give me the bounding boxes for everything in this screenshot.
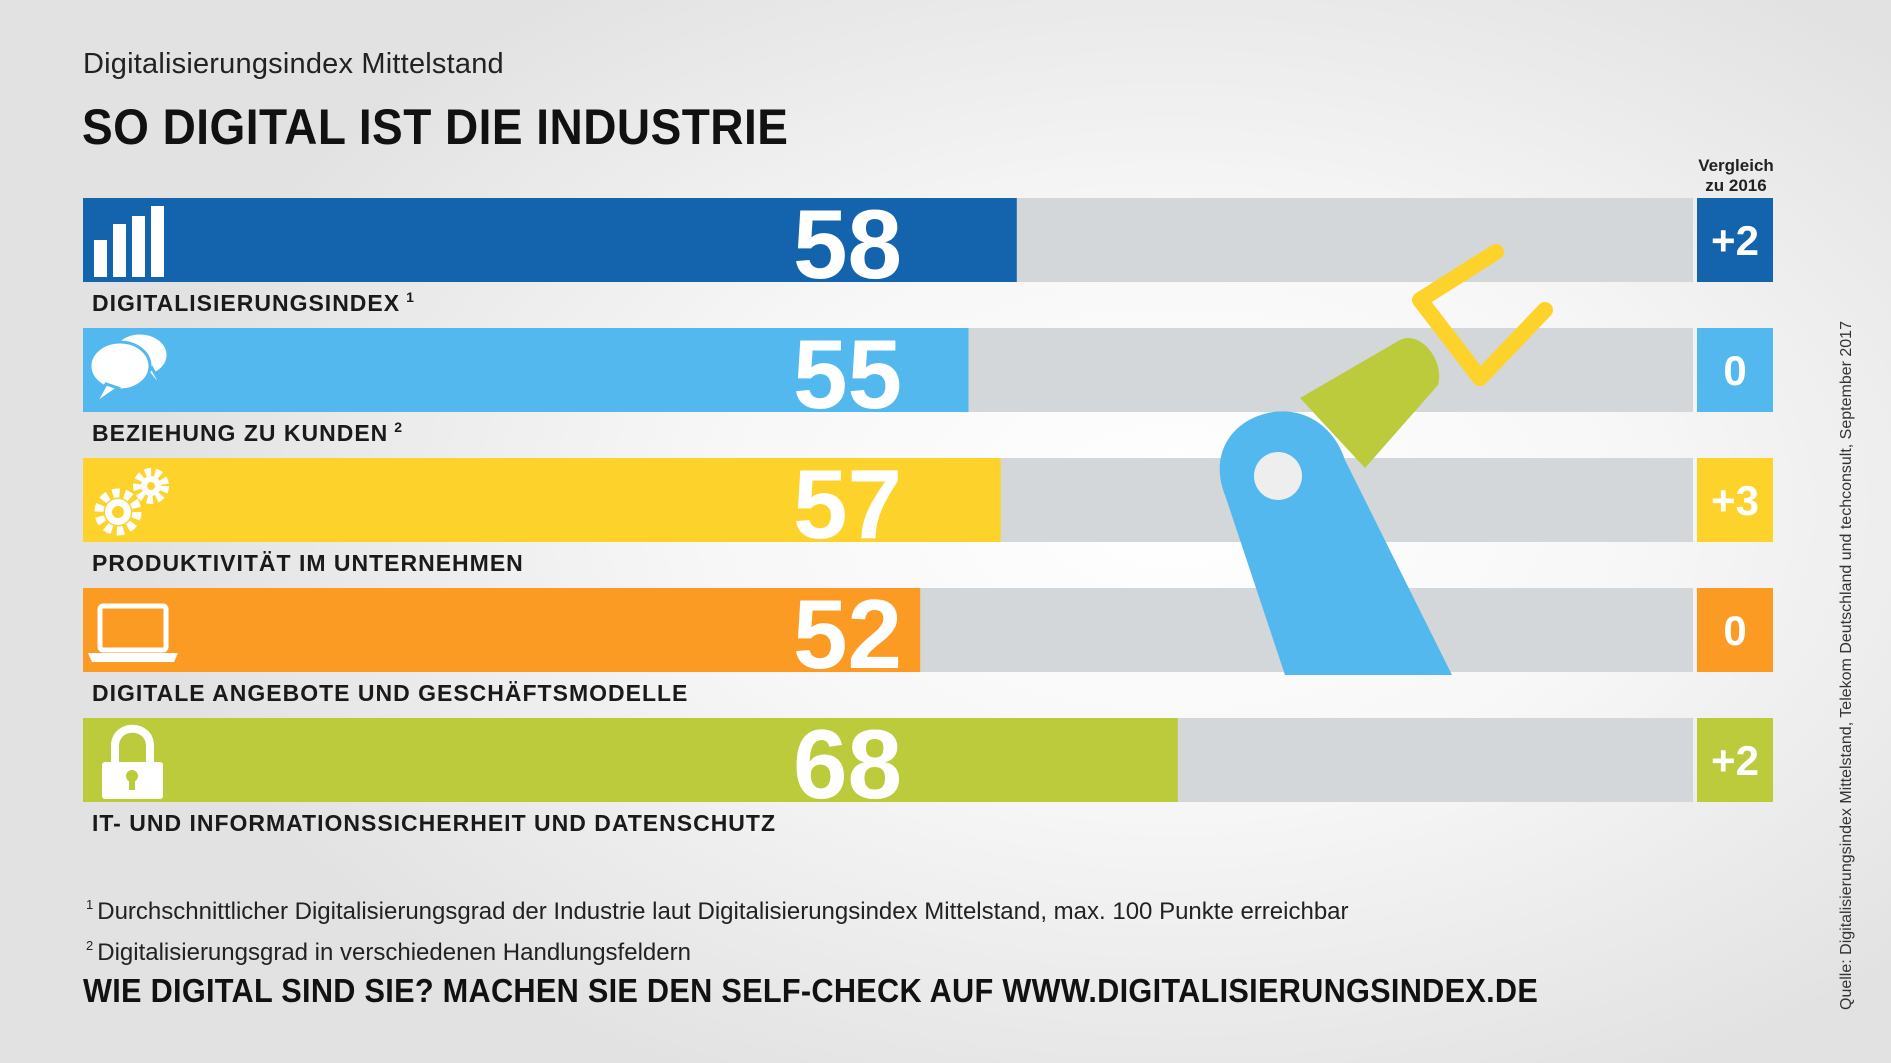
delta-box (1697, 718, 1773, 802)
delta-box (1697, 588, 1773, 672)
category-label: IT- UND INFORMATIONSSICHERHEIT UND DATEN… (92, 810, 776, 836)
bar (83, 458, 1001, 542)
source-note: Quelle: Digitalisierungsindex Mittelstan… (1838, 321, 1855, 1010)
footnote-1: 1 Durchschnittlicher Digitalisierungsgrad… (86, 897, 1349, 925)
bar-value-label: 52 (793, 579, 902, 689)
self-check-call-to-action: WIE DIGITAL SIND SIE? MACHEN SIE DEN SEL… (83, 972, 1539, 1009)
bar-value-label: 58 (793, 189, 902, 299)
delta-label: +2 (1711, 217, 1759, 264)
subtitle: Digitalisierungsindex Mittelstand (83, 48, 504, 80)
robot-arm-illustration (1219, 244, 1553, 675)
speech-bubbles-icon (88, 331, 170, 406)
bar (83, 328, 969, 412)
bar-value-label: 57 (793, 449, 902, 559)
category-label: DIGITALISIERUNGSINDEX 1 (92, 289, 415, 316)
bar-chart-icon (94, 206, 164, 277)
category-label: BEZIEHUNG ZU KUNDEN 2 (92, 419, 403, 446)
bar-value-label: 55 (793, 319, 902, 429)
category-label: PRODUKTIVITÄT IM UNTERNEHMEN (92, 550, 524, 576)
bar (83, 588, 921, 672)
bar-fills (83, 198, 1773, 802)
footnote-marker: 2 (394, 419, 403, 435)
bar-value-label: 68 (793, 709, 902, 819)
compare-header-line2: zu 2016 (1705, 176, 1767, 195)
delta-label: +3 (1711, 477, 1759, 524)
padlock-icon (102, 724, 163, 799)
bar-labels: 58 +2 DIGITALISIERUNGSINDEX 1 55 0 BEZIEHUNG Z… (92, 189, 1759, 836)
bar (83, 198, 1017, 282)
footnotes: 1 Durchschnittlicher Digitalisierungsgrad… (86, 888, 1349, 970)
laptop-icon (88, 603, 178, 662)
delta-label: 0 (1723, 607, 1746, 654)
bar (83, 718, 1178, 802)
category-icons (88, 206, 178, 799)
gears-icon (94, 468, 169, 536)
delta-label: 0 (1723, 347, 1746, 394)
delta-label: +2 (1711, 737, 1759, 784)
compare-header: Vergleich zu 2016 (1690, 156, 1782, 196)
compare-header-line1: Vergleich (1698, 156, 1774, 175)
footnote-2: 2 Digitalisierungsgrad in verschiedenen H… (86, 938, 691, 966)
delta-box (1697, 198, 1773, 282)
footnote-marker: 1 (406, 289, 415, 305)
delta-box (1697, 458, 1773, 542)
category-label: DIGITALE ANGEBOTE UND GESCHÄFTSMODELLE (92, 680, 688, 706)
delta-box (1697, 328, 1773, 412)
page-title: SO DIGITAL IST DIE INDUSTRIE (82, 99, 789, 155)
